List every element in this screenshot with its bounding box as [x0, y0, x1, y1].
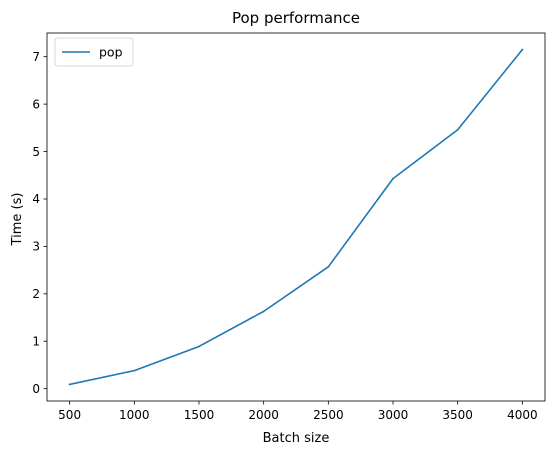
x-tick-label: 1000	[119, 408, 150, 422]
plot-area	[46, 32, 546, 402]
data-point-pop-7	[521, 48, 524, 51]
y-tick-label: 7	[32, 50, 40, 64]
x-tick-label: 500	[58, 408, 81, 422]
data-point-pop-2	[198, 345, 200, 348]
y-tick-label: 4	[32, 192, 40, 206]
y-tick-label: 0	[32, 382, 40, 396]
x-tick-label: 3000	[378, 408, 409, 422]
x-axis-ticks: 500 1000 1500 2000 2500 3000 3500 4000	[58, 401, 538, 422]
y-tick-label: 2	[32, 287, 40, 301]
legend: pop	[54, 37, 134, 67]
x-tick-label: 1500	[184, 408, 215, 422]
data-point-pop-1	[133, 369, 136, 372]
data-point-pop-5	[392, 177, 394, 180]
data-point-pop-0	[68, 383, 71, 386]
legend-box	[54, 37, 134, 67]
y-tick-label: 6	[32, 97, 40, 111]
y-tick-label: 1	[32, 334, 40, 348]
legend-label-pop: pop	[99, 45, 123, 60]
chart-title: Pop performance	[232, 9, 360, 27]
data-point-pop-4	[327, 265, 330, 268]
x-tick-label: 2000	[248, 408, 279, 422]
y-tick-label: 3	[32, 240, 40, 254]
y-axis-ticks: 0 1 2 3 4 5 6 7	[32, 50, 47, 396]
x-tick-label: 3500	[442, 408, 473, 422]
x-tick-label: 2500	[313, 408, 344, 422]
x-axis-label: Batch size	[263, 431, 330, 446]
axes-frame	[46, 32, 546, 402]
y-axis-label: Time (s)	[10, 193, 25, 247]
data-point-pop-3	[262, 310, 265, 313]
y-tick-label: 5	[32, 145, 40, 159]
series-line-pop	[68, 48, 524, 386]
x-tick-label: 4000	[507, 408, 538, 422]
data-point-pop-6	[456, 128, 459, 131]
